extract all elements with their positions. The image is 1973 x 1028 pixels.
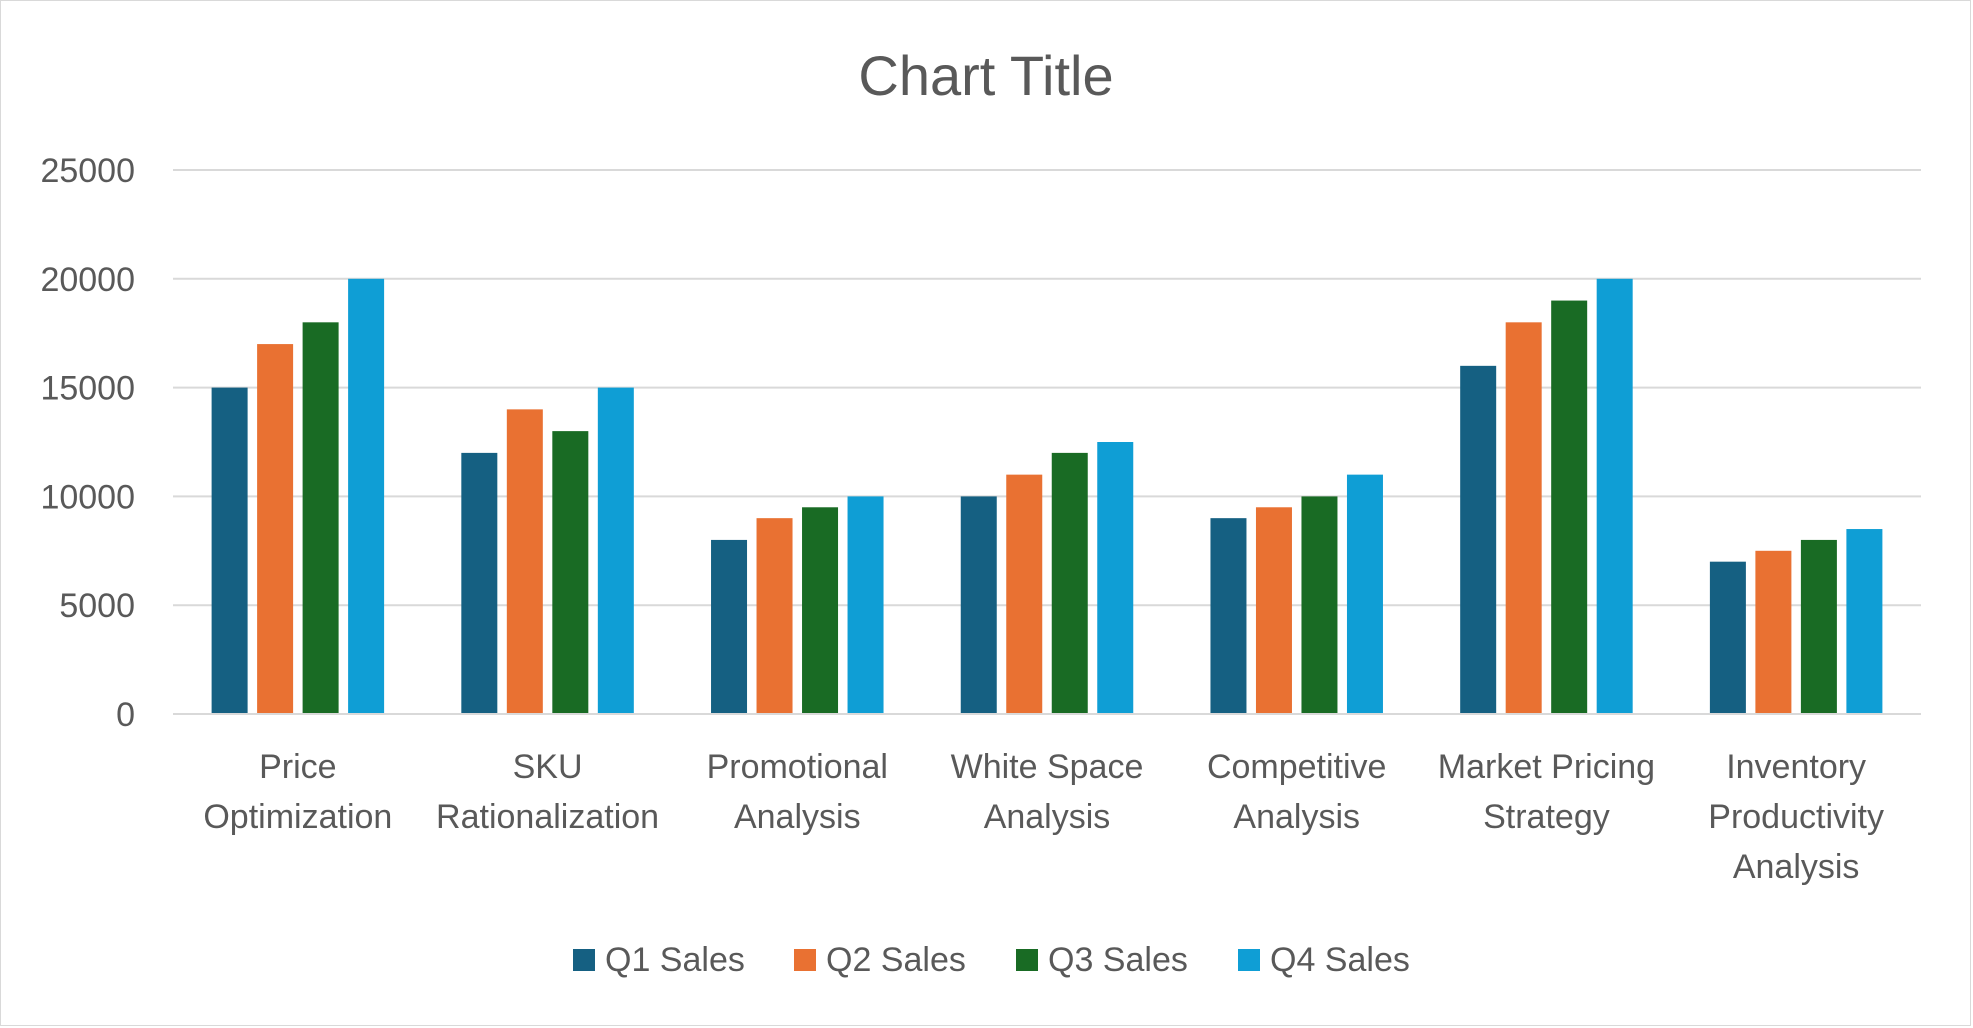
legend-swatch — [1238, 949, 1260, 971]
y-tick-label: 0 — [116, 696, 135, 734]
x-category-label: Optimization — [203, 798, 392, 836]
bar-q4-sales — [1097, 442, 1134, 714]
x-category-label: Productivity — [1708, 798, 1884, 836]
legend-label: Q3 Sales — [1048, 941, 1188, 979]
x-category-label: Market Pricing — [1438, 748, 1655, 786]
x-category-label: SKU — [513, 748, 583, 786]
bar-q1-sales — [960, 496, 997, 714]
x-category-label: Promotional — [707, 748, 888, 786]
bar-q1-sales — [711, 539, 748, 714]
bar-q4-sales — [597, 387, 634, 714]
chart-title: Chart Title — [858, 44, 1113, 107]
x-category-label: Rationalization — [436, 798, 659, 836]
x-category-label: Inventory — [1726, 748, 1866, 786]
bar-q1-sales — [461, 452, 498, 714]
bar-q1-sales — [211, 387, 248, 714]
bar-q4-sales — [1346, 474, 1383, 714]
bar-q4-sales — [847, 496, 884, 714]
bar-q2-sales — [1505, 322, 1542, 714]
legend-label: Q4 Sales — [1270, 941, 1410, 979]
bar-q4-sales — [1846, 529, 1883, 714]
legend-label: Q2 Sales — [826, 941, 966, 979]
bar-q4-sales — [1596, 278, 1633, 714]
x-category-label: Strategy — [1483, 798, 1610, 836]
bars — [173, 278, 1921, 715]
bar-q3-sales — [1051, 452, 1088, 714]
x-category-label: Price — [259, 748, 336, 786]
legend-swatch — [1016, 949, 1038, 971]
x-category-label: White Space — [951, 748, 1144, 786]
legend: Q1 Sales Q2 Sales Q3 Sales Q4 Sales — [573, 941, 1410, 979]
x-category-label: Analysis — [734, 798, 861, 836]
y-tick-label: 5000 — [59, 587, 135, 625]
bar-q2-sales — [1006, 474, 1043, 714]
bar-q2-sales — [506, 409, 543, 714]
bar-q2-sales — [1255, 507, 1292, 714]
bar-q3-sales — [552, 431, 589, 714]
y-tick-label: 10000 — [40, 478, 135, 516]
y-tick-label: 15000 — [40, 370, 135, 408]
x-category-label: Competitive — [1207, 748, 1387, 786]
bar-q1-sales — [1460, 365, 1497, 714]
bar-q3-sales — [802, 507, 839, 714]
bar-q2-sales — [756, 518, 793, 714]
gridlines — [173, 169, 1921, 715]
x-axis-category-labels: Price Optimization SKU Rationalization Promo… — [203, 748, 1884, 886]
legend-swatch — [794, 949, 816, 971]
bar-q1-sales — [1210, 518, 1247, 714]
bar-q1-sales — [1709, 561, 1746, 714]
bar-q3-sales — [1800, 539, 1837, 714]
bar-q3-sales — [302, 322, 339, 714]
y-tick-label: 20000 — [40, 261, 135, 299]
legend-swatch — [573, 949, 595, 971]
bar-q2-sales — [257, 344, 294, 714]
legend-label: Q1 Sales — [605, 941, 745, 979]
x-category-label: Analysis — [1733, 848, 1860, 886]
x-category-label: Analysis — [1233, 798, 1360, 836]
x-category-label: Analysis — [984, 798, 1111, 836]
y-axis-tick-labels: 0 5000 10000 15000 20000 25000 — [40, 152, 135, 734]
bar-q3-sales — [1301, 496, 1338, 714]
y-tick-label: 25000 — [40, 152, 135, 190]
bar-q4-sales — [348, 278, 385, 714]
bar-q3-sales — [1551, 300, 1588, 714]
bar-q2-sales — [1755, 550, 1792, 714]
